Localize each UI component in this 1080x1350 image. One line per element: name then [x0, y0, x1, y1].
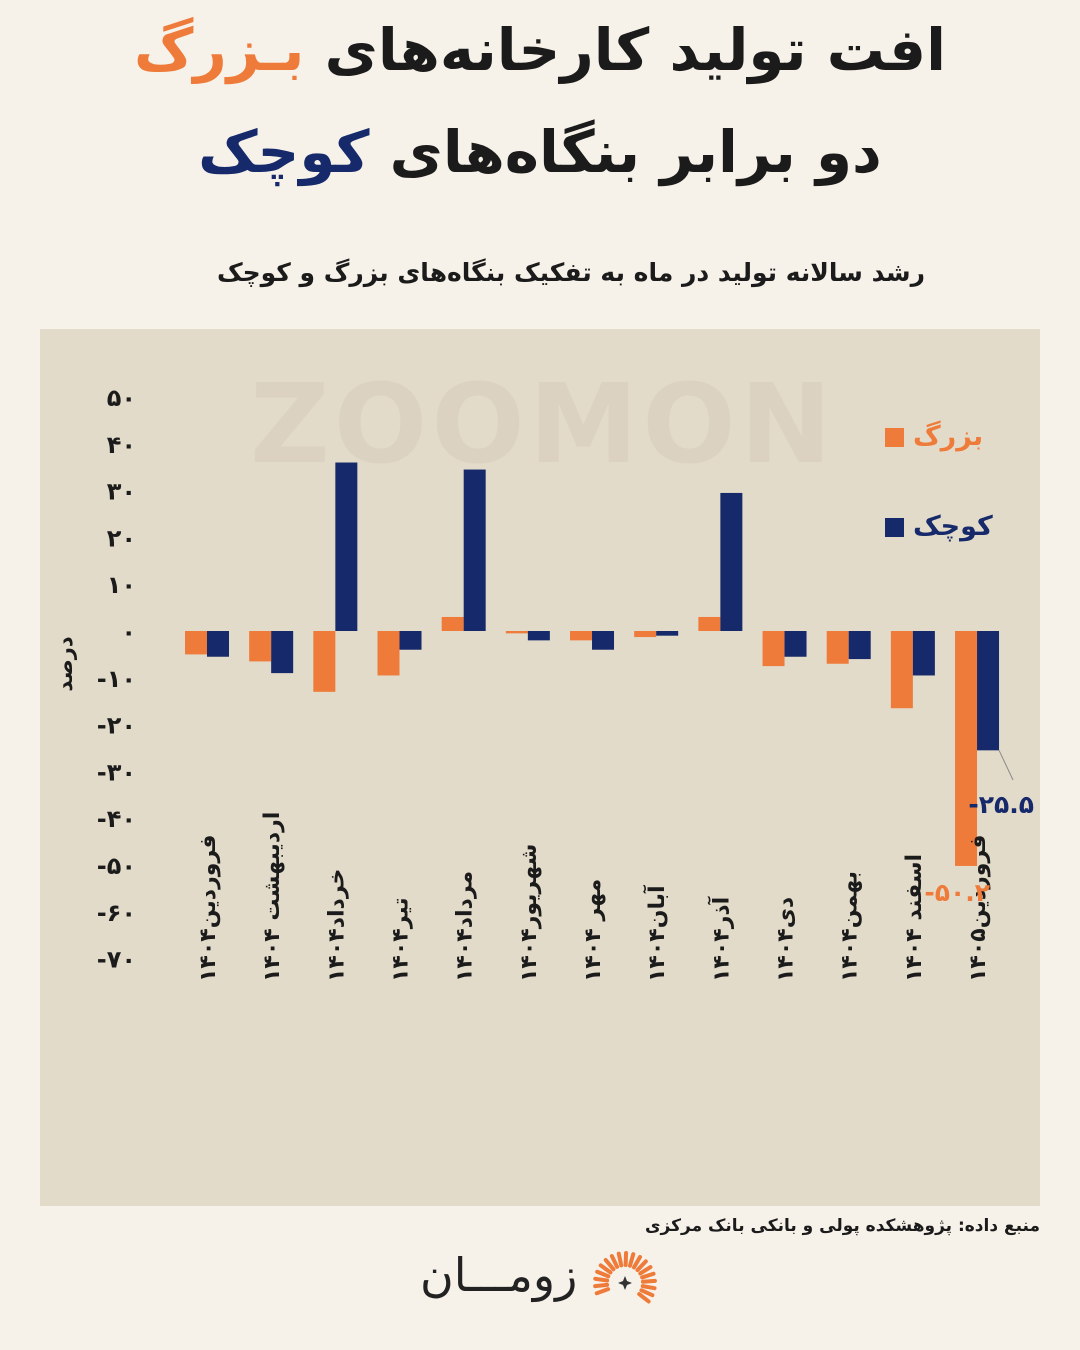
y-tick-label: -۵۰: [97, 852, 136, 880]
y-tick-label: -۳۰: [97, 758, 136, 786]
x-tick-label: اسفند ۱۴۰۴: [902, 854, 927, 982]
bar-large: [185, 631, 207, 655]
bar-small: [720, 492, 743, 631]
x-tick-label: شهریور۱۴۰۴: [517, 844, 542, 982]
logo-ray: [638, 1265, 653, 1276]
data-label: -۵۰.۲: [924, 878, 990, 907]
bar-small: [271, 631, 294, 674]
logo-ray: [598, 1263, 613, 1275]
y-tick-label: -۱۰: [97, 665, 136, 693]
y-tick-label: -۴۰: [97, 805, 136, 833]
logo-text: زومـــان: [420, 1248, 578, 1302]
title-line-2-text: دو برابر بنگاه‌های: [389, 118, 882, 186]
title-highlight-small: کوچک: [198, 118, 370, 186]
logo-ray: [593, 1276, 610, 1283]
logo-ray: [616, 1251, 624, 1268]
legend-swatch: [885, 518, 904, 537]
bar-large: [890, 631, 913, 709]
logo-ray: [603, 1258, 616, 1272]
bar-small: [335, 462, 358, 631]
bar-large: [313, 631, 336, 692]
bar-small: [977, 631, 1000, 751]
logo-ray: [632, 1255, 642, 1270]
y-tick-label: -۶۰: [97, 899, 136, 927]
x-tick-label: اردیبهشت ۱۴۰۴: [260, 812, 285, 982]
bar-small: [656, 631, 679, 636]
bar-large: [570, 631, 593, 641]
x-tick-label: بهمن۱۴۰۴: [838, 871, 863, 982]
y-tick-label: ۵۰: [107, 384, 136, 412]
sunburst-logo-icon: [593, 1251, 657, 1304]
brand-logo: زومـــان: [420, 1240, 670, 1320]
y-axis-title: درصد: [53, 636, 77, 692]
bar-small: [527, 631, 550, 641]
bar-large: [441, 616, 464, 631]
logo-ray: [639, 1288, 655, 1298]
bar-small: [592, 631, 615, 650]
bar-large: [762, 631, 785, 667]
title-highlight-large: بـزرگ: [134, 16, 305, 84]
bar-large: [505, 631, 528, 634]
logo-ray: [594, 1287, 611, 1296]
data-source: منبع داده: پژوهشکده پولی و بانکی بانک مر…: [644, 1216, 1040, 1236]
bar-small: [784, 631, 807, 657]
bar-small: [207, 631, 229, 657]
title-line-1-text: افت تولید کارخانه‌های: [324, 16, 946, 84]
logo-ray: [635, 1259, 648, 1273]
bar-large: [698, 616, 721, 631]
logo-ray: [640, 1284, 657, 1291]
bar-large: [826, 631, 849, 664]
chart-subtitle: رشد سالانه تولید در ماه به تفکیک بنگاه‌ه…: [216, 258, 925, 287]
data-label: -۲۵.۵: [968, 790, 1034, 819]
bar-small: [463, 469, 486, 631]
x-tick-label: مهر ۱۴۰۴: [581, 879, 606, 982]
annotation-leader-line: [998, 750, 1014, 781]
x-tick-label: آبان۱۴۰۴: [642, 885, 670, 982]
legend-label: بزرگ: [913, 420, 983, 452]
x-tick-label: آذر۱۴۰۴: [706, 896, 734, 982]
logo-ray: [640, 1278, 657, 1284]
title-line-2: دو برابر بنگاه‌های کوچک: [0, 112, 1080, 192]
legend-label: کوچک: [913, 511, 993, 542]
y-tick-label: -۲۰: [97, 712, 136, 740]
y-tick-label: ۰: [121, 618, 136, 646]
x-tick-label: فروردین۱۴۰۵: [966, 835, 991, 983]
bar-large: [634, 631, 657, 638]
bar-large: [249, 631, 272, 662]
bar-large: [955, 631, 978, 866]
logo-ray: [627, 1252, 636, 1268]
logo-star: [618, 1276, 632, 1290]
x-tick-label: تیر۱۴۰۴: [389, 897, 414, 982]
logo-ray: [637, 1292, 651, 1304]
bar-small: [399, 631, 422, 650]
x-tick-label: مرداد۱۴۰۴: [453, 871, 478, 982]
bar-large: [377, 631, 400, 676]
y-tick-label: ۲۰: [107, 524, 136, 552]
bar-small: [848, 631, 871, 660]
x-tick-label: خرداد۱۴۰۴: [324, 869, 349, 982]
bar-small: [912, 631, 935, 676]
legend-swatch: [885, 428, 904, 447]
x-tick-label: فروردین۱۴۰۴: [196, 835, 221, 983]
y-tick-label: -۷۰: [97, 946, 136, 974]
logo-ray: [593, 1282, 610, 1289]
logo-ray: [640, 1271, 656, 1280]
bar-chart: ۵۰ ۴۰ ۳۰ ۲۰ ۱۰ ۰ -۱۰ -۲۰ -۳۰ -۴۰ -۵۰ -۶۰ -۷۰ درصد فرور…: [53, 384, 1034, 983]
logo-ray: [595, 1269, 611, 1279]
y-tick-label: ۱۰: [107, 571, 136, 599]
x-tick-label: دی۱۴۰۴: [774, 897, 799, 982]
title-line-1: افت تولید کارخانه‌های بـزرگ: [0, 10, 1080, 90]
y-tick-label: ۳۰: [107, 478, 136, 506]
y-tick-label: ۴۰: [107, 431, 136, 459]
logo-ray: [609, 1254, 620, 1269]
chart-panel: [40, 329, 1040, 1206]
